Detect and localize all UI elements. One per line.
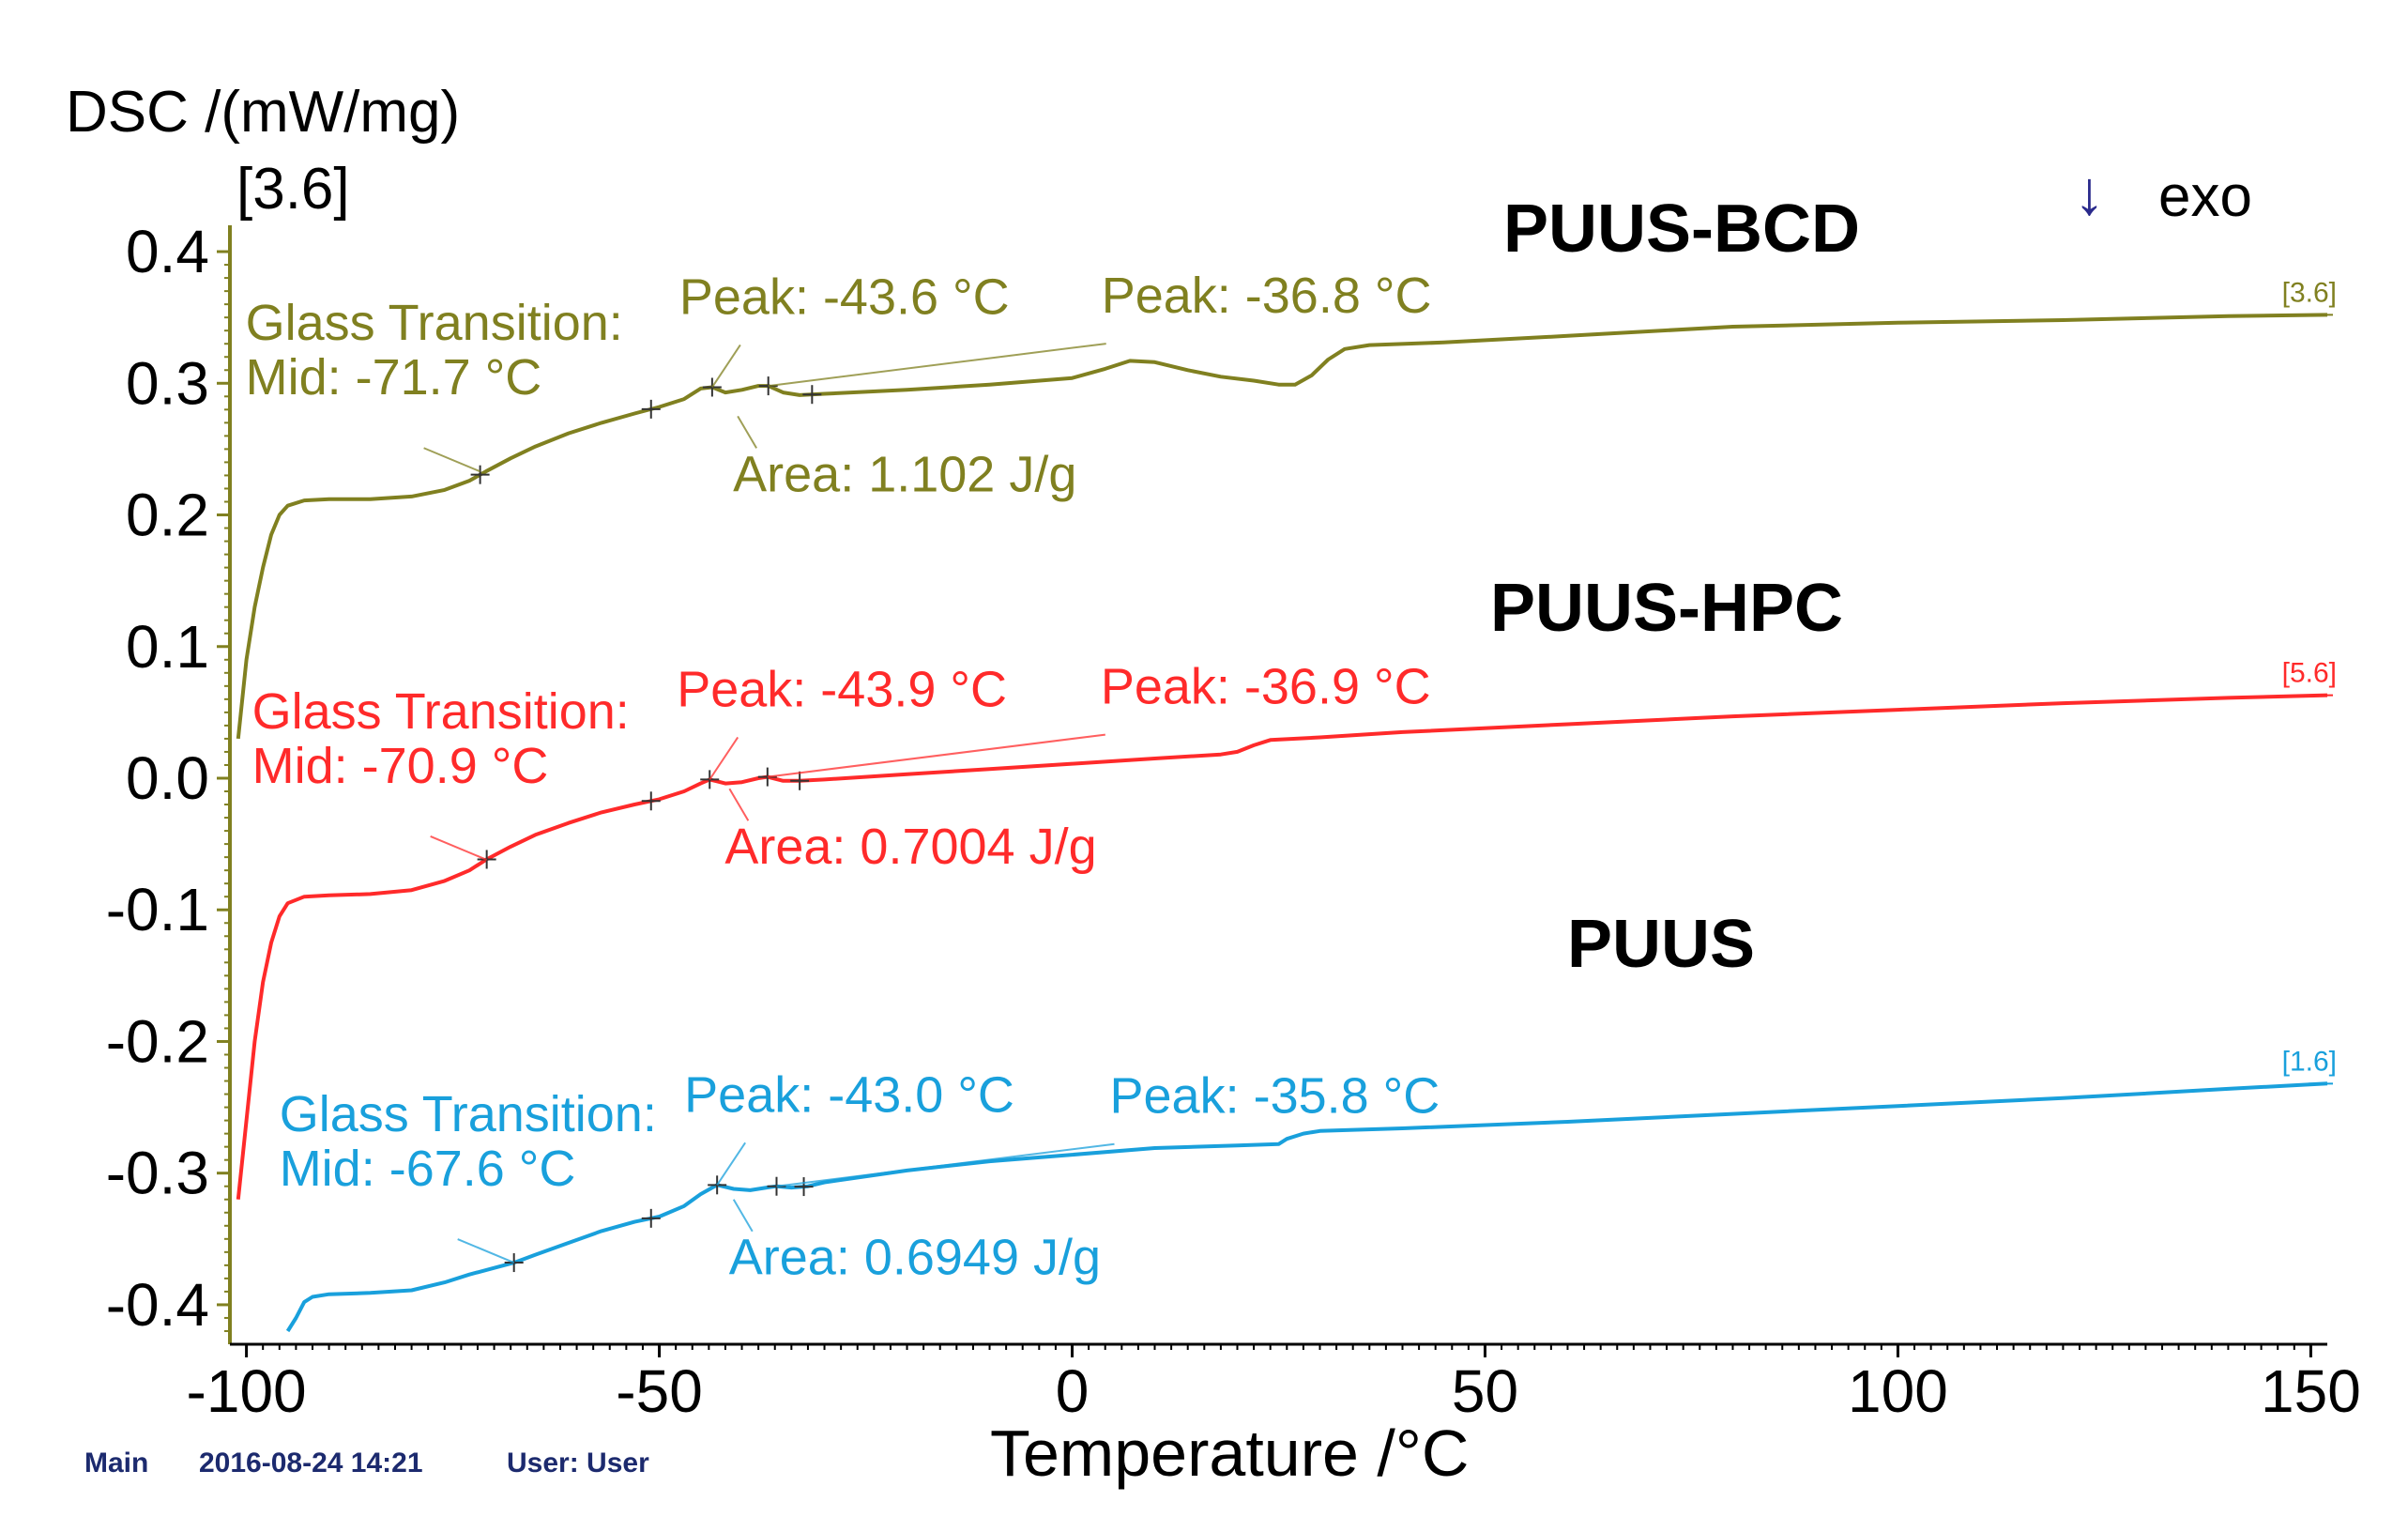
exo-arrow: ↓ xyxy=(2074,158,2105,227)
annotation-leader xyxy=(737,415,758,449)
x-tick-label: 150 xyxy=(2261,1357,2361,1425)
annotation-leader xyxy=(716,1141,746,1186)
annotation-gt-text: Mid: -67.6 °C xyxy=(280,1141,576,1197)
annotation-leader xyxy=(732,1199,754,1233)
annotation-peak2-text: Peak: -36.8 °C xyxy=(1102,268,1432,324)
x-tick-label: -50 xyxy=(616,1357,703,1425)
annotation-peak1-text: Peak: -43.0 °C xyxy=(684,1066,1014,1123)
series-end-tag: [5.6] xyxy=(2282,658,2337,689)
series-line xyxy=(236,693,2328,1200)
y-tick-label: -0.2 xyxy=(106,1007,209,1075)
annotation-area-text: Area: 0.7004 J/g xyxy=(724,819,1096,875)
annotation-gt-text: Glass Transition: xyxy=(252,683,630,740)
y-tick-label: 0.2 xyxy=(126,482,209,549)
series-title-puus-hpc: PUUS-HPC xyxy=(1490,571,1843,646)
y-axis-sub-label: [3.6] xyxy=(236,157,350,222)
footer-main: Main xyxy=(84,1448,148,1478)
x-tick-label: 0 xyxy=(1056,1357,1090,1425)
annotation-peak2-text: Peak: -36.9 °C xyxy=(1101,659,1431,715)
annotation-gt-text: Glass Transition: xyxy=(280,1086,657,1142)
annotation-leader xyxy=(423,447,481,473)
annotation-leader xyxy=(768,343,1106,388)
y-tick-label: -0.1 xyxy=(106,876,209,943)
axes: 0.4 0.3 0.2 0.1 0.0 -0.1 -0.2 -0.3 -0.4 -100 -50 0 5… xyxy=(106,218,2361,1425)
annotation-gt-text: Mid: -70.9 °C xyxy=(252,738,549,794)
exo-label: exo xyxy=(2158,164,2252,229)
y-tick-label: 0.0 xyxy=(126,744,209,812)
annotation-gt-text: Glass Transition: xyxy=(246,295,623,351)
series-puus-bcd: [3.6] xyxy=(236,277,2337,740)
annotation-peak1-text: Peak: -43.6 °C xyxy=(679,268,1010,325)
footer-datetime: 2016-08-24 14:21 xyxy=(199,1448,423,1478)
series-title-puus: PUUS xyxy=(1567,907,1755,982)
annotation-leader xyxy=(776,1142,1115,1187)
x-tick-label: -100 xyxy=(187,1357,307,1425)
annotation-leader xyxy=(430,835,488,861)
annotation-leader xyxy=(709,736,739,780)
annotation-area-text: Area: 0.6949 J/g xyxy=(729,1230,1101,1286)
annotation-gt-text: Mid: -71.7 °C xyxy=(246,349,542,406)
series-puus-hpc: [5.6] xyxy=(236,658,2337,1200)
series-end-tag: [1.6] xyxy=(2282,1046,2337,1077)
annotation-peak1-text: Peak: -43.9 °C xyxy=(677,661,1007,717)
annotation-leader xyxy=(711,344,741,389)
annotation-leader xyxy=(728,788,750,821)
annotation-leader xyxy=(767,733,1105,778)
y-axis-label: DSC /(mW/mg) xyxy=(66,80,460,145)
x-tick-label: 50 xyxy=(1452,1357,1518,1425)
series-layer: [3.6] [5.6] [1.6] xyxy=(236,277,2337,1333)
y-tick-label: 0.4 xyxy=(126,218,209,285)
footer-user: User: User xyxy=(507,1448,649,1478)
labels-layer: DSC /(mW/mg) [3.6] Temperature /°C ↓ exo… xyxy=(66,80,2252,1490)
y-tick-label: -0.3 xyxy=(106,1140,209,1207)
series-line xyxy=(285,1081,2328,1333)
y-tick-label: -0.4 xyxy=(106,1271,209,1339)
annotation-leader xyxy=(457,1238,515,1264)
x-tick-label: 100 xyxy=(1848,1357,1948,1425)
y-tick-label: 0.1 xyxy=(126,613,209,681)
y-tick-label: 0.3 xyxy=(126,349,209,417)
series-end-tag: [3.6] xyxy=(2282,277,2337,308)
x-axis-label: Temperature /°C xyxy=(990,1417,1469,1490)
series-title-puus-bcd: PUUS-BCD xyxy=(1503,192,1860,267)
annotation-area-text: Area: 1.102 J/g xyxy=(733,446,1076,502)
annotation-peak2-text: Peak: -35.8 °C xyxy=(1110,1068,1440,1125)
